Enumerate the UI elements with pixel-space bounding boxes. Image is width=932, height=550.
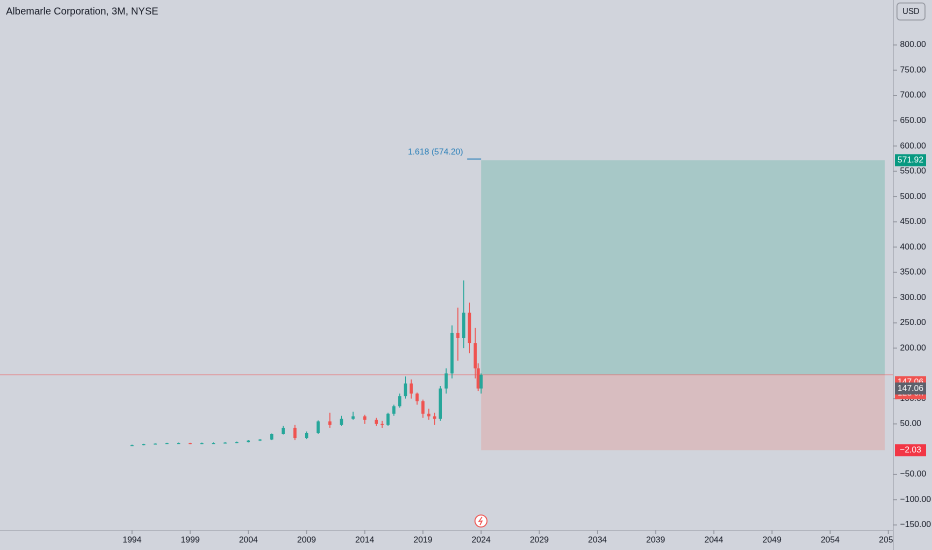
x-tick-label: 2029 — [530, 534, 549, 544]
x-tick-label: 2034 — [588, 534, 607, 544]
candle-body — [473, 343, 477, 369]
x-tick-label: 1994 — [123, 534, 142, 544]
y-tick-label: 500.00 — [900, 191, 926, 201]
candle-body — [200, 443, 204, 445]
candle-body — [258, 439, 262, 441]
x-tick-label: 2009 — [297, 534, 316, 544]
candle-body — [476, 368, 480, 389]
y-tick-label: 200.00 — [900, 342, 926, 352]
candle-body — [130, 445, 134, 447]
candle-body — [165, 443, 169, 445]
candle-body — [398, 396, 402, 407]
y-tick-label: −150.00 — [900, 519, 931, 529]
y-tick-label: 650.00 — [900, 115, 926, 125]
candle-body — [479, 374, 483, 389]
candle-body — [246, 440, 251, 443]
candle-body — [438, 388, 442, 419]
candle-body — [409, 383, 413, 394]
price-axis: 800.00 750.00 700.00 650.00 600.00 550.00 500.… — [893, 39, 931, 529]
candle-body — [211, 443, 216, 445]
y-tick-label: 750.00 — [900, 64, 926, 74]
candle-body — [374, 419, 378, 424]
stop-zone — [481, 374, 885, 451]
candle-body — [450, 332, 454, 374]
y-tick-label: 250.00 — [900, 317, 926, 327]
y-tick-label: 550.00 — [900, 166, 926, 176]
candle-body — [281, 427, 285, 435]
candle-body — [188, 443, 192, 445]
y-tick-label: 800.00 — [900, 39, 926, 49]
x-tick-label: 2039 — [646, 534, 665, 544]
x-tick-label: 2059 — [879, 534, 898, 544]
entry-label-box — [895, 382, 926, 395]
x-tick-label: 2004 — [239, 534, 258, 544]
x-tick-label: 1999 — [181, 534, 200, 544]
chart-title: Albemarle Corporation, 3M, NYSE — [6, 7, 159, 18]
candle-body — [235, 442, 239, 444]
candle-body — [467, 312, 472, 344]
target-zone — [481, 160, 885, 375]
event-icon-bolt — [477, 516, 483, 526]
y-tick-label: 400.00 — [900, 241, 926, 251]
candle-body — [363, 416, 367, 420]
stop-label-box — [895, 444, 926, 457]
target-label: 571.92 — [898, 154, 924, 164]
fib-label: 1.618 (574.20) — [408, 146, 463, 156]
y-tick-label: −100.00 — [900, 494, 931, 504]
candle-body — [351, 416, 355, 419]
y-tick-label: 450.00 — [900, 216, 926, 226]
candle-body — [421, 401, 425, 414]
candle-body — [339, 418, 344, 425]
candle-body — [380, 423, 384, 425]
candle-body — [177, 443, 181, 445]
candle-body — [153, 443, 157, 445]
candle-body — [223, 442, 227, 444]
candle-body — [304, 432, 309, 439]
candle-body — [462, 312, 466, 339]
currency-button[interactable] — [896, 2, 926, 21]
candle-body — [386, 413, 390, 425]
candle-body — [415, 393, 419, 402]
candle-body — [432, 416, 437, 419]
y-tick-label: 300.00 — [900, 292, 926, 302]
y-tick-label: 600.00 — [900, 140, 926, 150]
x-tick-label: 2024 — [472, 534, 491, 544]
x-tick-label: 2049 — [763, 534, 782, 544]
currency: USD — [903, 7, 920, 16]
entry-label: 147.06 — [898, 383, 924, 393]
stop-label: −2.03 — [900, 444, 922, 454]
candle-body — [403, 383, 408, 397]
candle-body — [270, 434, 274, 440]
x-tick-label: 2044 — [704, 534, 723, 544]
candle-body — [316, 421, 320, 433]
x-tick-label: 2054 — [821, 534, 840, 544]
target-label-box — [895, 154, 926, 167]
plot: 1994 1999 2004 2009 2014 2019 2024 2029 2034 2039… — [0, 146, 898, 544]
y-tick-label: −50.00 — [900, 469, 927, 479]
candle-body — [142, 444, 146, 446]
candle-body — [444, 373, 448, 389]
y-tick-label: 700.00 — [900, 90, 926, 100]
last-price-label: 147.06 — [898, 376, 924, 386]
candle-body — [456, 332, 460, 339]
x-tick-label: 2019 — [413, 534, 432, 544]
candle-body — [392, 406, 396, 414]
x-tick-label: 2014 — [355, 534, 374, 544]
candle-body — [427, 413, 431, 417]
candle-body — [328, 421, 332, 425]
y-tick-label: 350.00 — [900, 267, 926, 277]
candle-body — [293, 427, 297, 439]
y-tick-label: 50.00 — [900, 418, 922, 428]
